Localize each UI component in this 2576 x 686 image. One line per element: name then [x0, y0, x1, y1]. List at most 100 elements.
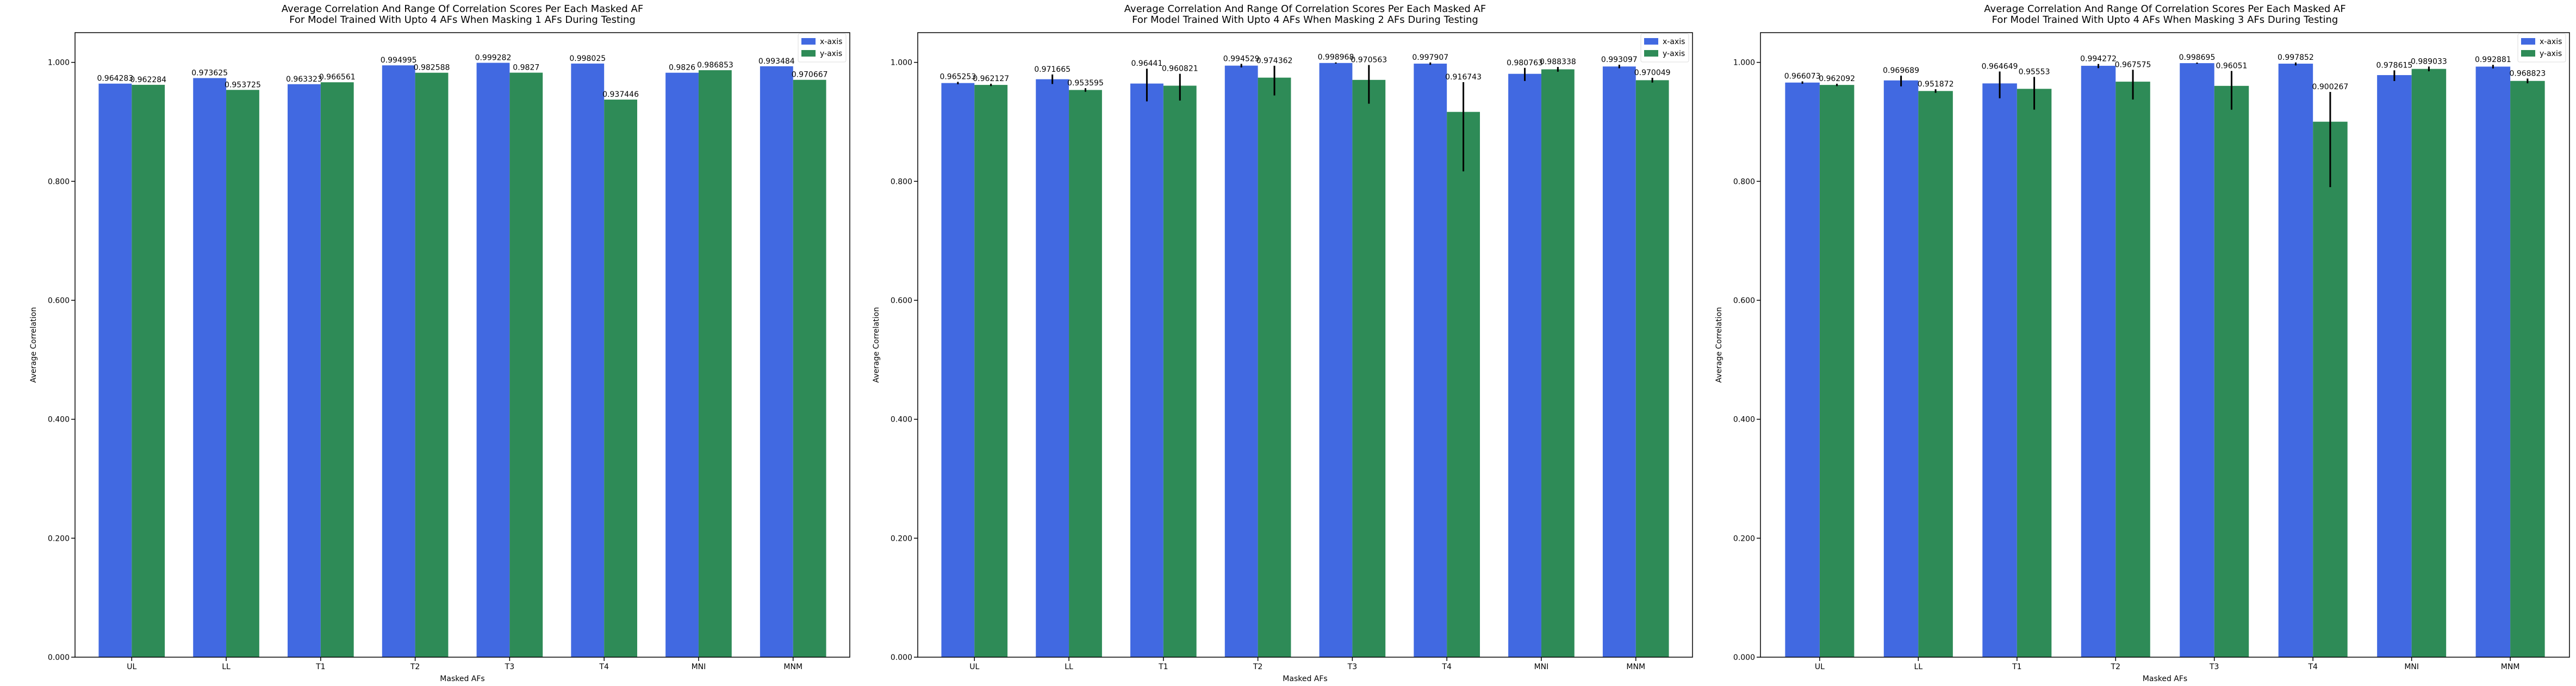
data-label-y-axis-MNM: 0.968823 [2509, 69, 2546, 78]
legend: x-axis y-axis [1640, 33, 1689, 63]
bar-y-axis-T3 [509, 72, 543, 658]
data-label-x-axis-MNM: 0.993484 [758, 57, 795, 66]
bar-y-axis-T4 [604, 100, 637, 657]
bar-y-axis-UL [132, 84, 165, 657]
y-tick-label: 0.800 [1733, 177, 1755, 186]
bar-y-axis-T1 [320, 82, 354, 657]
x-axis-label: Masked AFs [2143, 675, 2187, 683]
data-label-x-axis-T4: 0.997907 [1412, 53, 1448, 62]
bar-y-axis-LL [1918, 91, 1953, 657]
data-label-y-axis-T2: 0.974362 [1256, 57, 1293, 65]
bar-x-axis-LL [193, 78, 227, 658]
bar-x-axis-LL [1036, 79, 1069, 658]
y-tick-label: 1.000 [48, 59, 70, 67]
legend-label-x-axis: x-axis [820, 38, 842, 46]
data-label-y-axis-T3: 0.96051 [2216, 62, 2248, 71]
bar-y-axis-UL [1819, 85, 1855, 657]
y-tick-label: 0.400 [48, 416, 70, 424]
y-tick-label: 0.800 [48, 177, 70, 186]
bar-x-axis-MNI [2377, 75, 2412, 657]
x-tick-label: T2 [2111, 663, 2120, 671]
bar-y-axis-MNI [2411, 69, 2447, 658]
data-label-y-axis-UL: 0.962127 [973, 75, 1009, 83]
x-tick-label: UL [127, 663, 136, 671]
bar-x-axis-T3 [1319, 63, 1353, 658]
bar-x-axis-MNM [1602, 66, 1636, 657]
series-y-axis: 0.962127 0.953595 0.960821 0.974362 0.970563… [973, 56, 1671, 658]
x-axis-label: Masked AFs [1283, 675, 1327, 683]
bar-y-axis-T3 [2214, 85, 2249, 657]
bar-x-axis-T3 [476, 63, 510, 658]
data-label-x-axis-MNM: 0.992881 [2475, 55, 2511, 64]
bar-x-axis-UL [941, 83, 975, 657]
x-tick-label: MNM [2501, 663, 2520, 671]
bar-y-axis-UL [974, 85, 1008, 658]
bar-x-axis-MNI [665, 72, 699, 657]
legend-swatch-x-axis [2521, 38, 2535, 45]
data-label-y-axis-T1: 0.960821 [1162, 65, 1198, 73]
data-label-x-axis-T1: 0.964649 [1982, 62, 2018, 71]
bar-y-axis-T2 [415, 72, 449, 658]
y-axis-label: Average Correlation [1715, 307, 1723, 382]
x-tick-label: LL [1914, 663, 1923, 671]
data-label-x-axis-MNI: 0.978615 [2376, 61, 2412, 70]
data-label-y-axis-T1: 0.95553 [2019, 67, 2050, 76]
bar-x-axis-T4 [571, 63, 605, 657]
x-tick-label: MNI [2404, 663, 2419, 671]
y-tick-label: 0.200 [891, 534, 912, 543]
bar-x-axis-UL [1785, 82, 1820, 657]
x-tick-label: T4 [599, 663, 609, 671]
bar-y-axis-MNI [698, 70, 732, 657]
data-label-x-axis-T4: 0.997852 [2278, 53, 2314, 62]
bar-x-axis-UL [98, 83, 132, 657]
data-label-x-axis-T3: 0.998695 [2179, 53, 2216, 62]
x-tick-label: MNM [783, 663, 802, 671]
data-label-x-axis-T1: 0.96441 [1131, 59, 1162, 68]
bar-y-axis-LL [226, 90, 259, 658]
data-label-y-axis-T4: 0.937446 [602, 90, 639, 99]
legend-label-y-axis: y-axis [1663, 50, 1685, 58]
series-x-axis: 0.966073 0.969689 0.964649 0.994272 0.998695… [1784, 53, 2511, 658]
x-tick-label: T3 [2209, 663, 2219, 671]
bar-y-axis-T2 [2115, 82, 2150, 657]
y-tick-label: 0.600 [1733, 296, 1755, 305]
y-axis-label: Average Correlation [29, 307, 38, 382]
data-label-x-axis-T3: 0.999282 [475, 53, 512, 62]
x-tick-label: T4 [1441, 663, 1452, 671]
plot-frame [74, 32, 850, 658]
data-label-x-axis-UL: 0.966073 [1784, 72, 1821, 81]
chart-panel-1: Average Correlation And Range Of Correla… [29, 3, 850, 683]
bar-x-axis-T4 [1414, 63, 1447, 657]
legend-label-x-axis: x-axis [1663, 38, 1685, 46]
data-label-y-axis-LL: 0.953595 [1067, 79, 1104, 88]
data-label-y-axis-MNM: 0.970667 [792, 71, 828, 79]
bar-y-axis-MNM [2510, 81, 2545, 657]
bar-x-axis-MNM [2475, 66, 2511, 658]
data-label-y-axis-T2: 0.982588 [414, 64, 450, 72]
x-tick-label: LL [1065, 663, 1073, 671]
bar-x-axis-T1 [288, 84, 321, 657]
data-label-y-axis-UL: 0.962284 [130, 76, 166, 84]
legend: x-axis y-axis [2517, 33, 2566, 63]
data-label-y-axis-MNM: 0.970049 [1634, 69, 1671, 77]
data-label-x-axis-UL: 0.964283 [97, 75, 133, 83]
chart-title: Average Correlation And Range Of Correla… [1984, 3, 2345, 15]
data-label-y-axis-T4: 0.900267 [2312, 83, 2349, 91]
data-label-x-axis-LL: 0.973625 [191, 69, 228, 78]
legend-swatch-y-axis [801, 50, 816, 57]
legend-swatch-x-axis [1644, 38, 1658, 45]
bar-y-axis-T1 [1163, 85, 1197, 657]
plot-frame [1760, 32, 2570, 658]
data-label-y-axis-MNI: 0.989033 [2411, 57, 2447, 66]
bar-x-axis-T1 [1130, 83, 1163, 658]
data-label-y-axis-T3: 0.9827 [513, 64, 539, 72]
bar-y-axis-T3 [1352, 79, 1386, 658]
data-label-y-axis-LL: 0.953725 [225, 81, 261, 89]
series-y-axis: 0.962284 0.953725 0.966561 0.982588 0.9827 0.… [130, 61, 828, 658]
y-tick-label: 0.200 [1733, 534, 1755, 543]
x-tick-label: T1 [1158, 663, 1168, 671]
legend-label-y-axis: y-axis [2540, 50, 2562, 58]
y-tick-label: 0.400 [891, 416, 912, 424]
